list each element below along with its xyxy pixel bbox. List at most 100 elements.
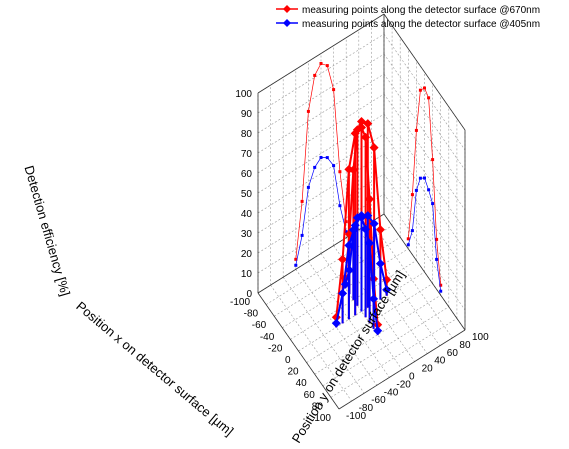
wall-gridline xyxy=(257,73,385,154)
projection-point-405nm xyxy=(300,233,304,237)
z-tick-label: 0 xyxy=(246,289,252,300)
projection-point-405nm xyxy=(294,263,298,267)
wall-gridline xyxy=(257,193,385,274)
data-point-405nm xyxy=(369,219,379,229)
floor-gridline xyxy=(295,269,378,386)
wall-gridline xyxy=(383,33,466,151)
x-tick-label: 0 xyxy=(285,355,291,366)
y-tick-label: 40 xyxy=(434,356,446,367)
floor-gridline xyxy=(322,306,449,387)
projection-point-670nm xyxy=(306,109,310,113)
projection-point-670nm xyxy=(338,170,342,174)
x-tick-label: 40 xyxy=(296,378,308,389)
y-tick-label: -40 xyxy=(384,387,399,398)
box-edge xyxy=(383,213,466,331)
wall-gridline xyxy=(383,173,466,291)
z-tick-label: 60 xyxy=(241,169,253,180)
x-axis-title: Position x on detector surface [µm] xyxy=(73,298,236,438)
projection-point-405nm xyxy=(410,229,414,233)
data-point-405nm xyxy=(331,318,341,328)
projection-point-405nm xyxy=(435,257,439,261)
box-edge xyxy=(257,213,385,294)
z-tick-label: 80 xyxy=(241,129,253,140)
floor-gridline xyxy=(371,221,453,339)
box-edge xyxy=(257,292,340,410)
wall-gridline xyxy=(383,113,466,231)
projection-point-670nm xyxy=(435,237,439,241)
floor-gridline xyxy=(282,248,409,329)
floor-gridline xyxy=(290,260,417,340)
projection-point-670nm xyxy=(427,96,431,100)
x-tick-label: 20 xyxy=(287,367,299,378)
wall-gridline xyxy=(383,73,466,191)
wall-gridline xyxy=(257,53,385,134)
z-tick-label: 90 xyxy=(241,109,253,120)
projection-point-670nm xyxy=(313,73,317,77)
projection-point-405nm xyxy=(418,176,422,180)
data-point-670nm xyxy=(375,225,385,235)
z-tick-label: 70 xyxy=(241,149,253,160)
box-edge xyxy=(383,13,466,131)
x-tick-label: -60 xyxy=(252,320,267,331)
legend-marker-670nm xyxy=(283,5,291,13)
y-tick-label: 0 xyxy=(409,372,415,383)
floor-gridline xyxy=(330,318,458,398)
wall-gridline xyxy=(257,133,385,214)
y-tick-label: 60 xyxy=(447,348,459,359)
y-tick-label: -80 xyxy=(359,403,374,414)
z-tick-label: 40 xyxy=(241,209,253,220)
projection-point-670nm xyxy=(300,199,304,203)
z-tick-label: 100 xyxy=(235,89,252,100)
projection-point-405nm xyxy=(344,230,348,234)
floor-gridline xyxy=(274,236,401,317)
x-tick-label: 100 xyxy=(314,413,331,424)
wall-gridline xyxy=(383,153,466,271)
wall-gridline xyxy=(383,133,466,251)
data-point-405nm xyxy=(344,240,354,250)
projection-point-670nm xyxy=(431,158,435,162)
projection-point-405nm xyxy=(332,164,336,168)
projection-point-405nm xyxy=(313,165,317,169)
wall-gridline xyxy=(257,93,385,174)
y-tick-label: 80 xyxy=(459,340,471,351)
projection-point-670nm xyxy=(414,128,418,132)
projection-point-670nm xyxy=(325,64,329,68)
floor-gridline xyxy=(298,271,425,352)
data-point-670nm xyxy=(350,128,360,138)
wall-gridline xyxy=(383,93,466,211)
projection-point-405nm xyxy=(406,243,410,247)
box-edge xyxy=(338,329,466,410)
projection-point-405nm xyxy=(319,156,323,159)
legend: measuring points along the detector surf… xyxy=(276,5,540,30)
projection-point-670nm xyxy=(294,257,298,261)
box-edge xyxy=(257,13,385,94)
projection-point-670nm xyxy=(410,193,414,197)
data-point-405nm xyxy=(382,285,392,295)
wall-gridline xyxy=(257,113,385,194)
projection-point-405nm xyxy=(414,188,418,192)
wall-gridline xyxy=(383,193,466,311)
projection-point-670nm xyxy=(423,86,426,90)
wall-gridline xyxy=(257,173,385,254)
y-tick-label: 20 xyxy=(422,364,434,375)
x-tick-label: 80 xyxy=(312,401,324,412)
projection-point-670nm xyxy=(439,283,443,287)
projection-point-670nm xyxy=(332,88,336,92)
x-tick-label: -100 xyxy=(230,297,250,308)
floor-gridline xyxy=(320,253,403,370)
data-point-670nm xyxy=(338,254,348,264)
wall-gridline xyxy=(257,153,385,234)
data-point-405nm xyxy=(363,211,373,221)
projection-point-405nm xyxy=(427,188,431,192)
floor-gridline xyxy=(265,225,393,305)
floor-gridline xyxy=(358,229,441,346)
projection-point-405nm xyxy=(325,156,329,160)
x-tick-label: 60 xyxy=(304,390,316,401)
floor-gridline xyxy=(308,261,390,378)
data-point-405nm xyxy=(350,220,360,230)
projection-point-405nm xyxy=(306,185,310,189)
floor-gridline xyxy=(282,277,365,394)
projection-point-405nm xyxy=(338,204,342,208)
